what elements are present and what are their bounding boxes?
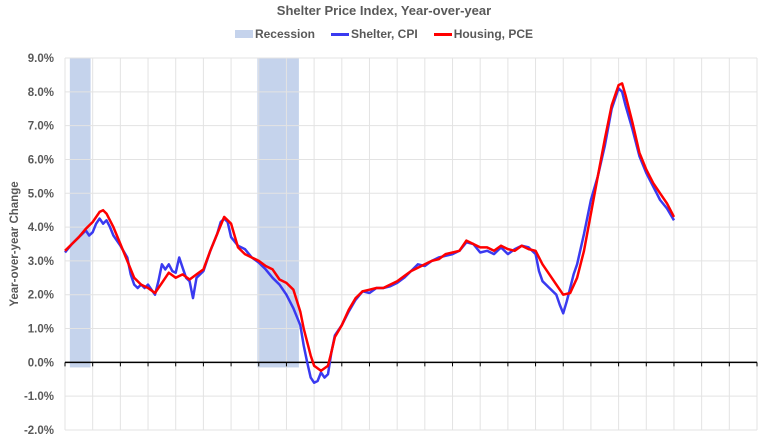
y-tick-label: 6.0% xyxy=(28,154,54,166)
y-tick-label: 7.0% xyxy=(28,121,54,133)
recession-bands xyxy=(69,58,299,368)
y-tick-label: 5.0% xyxy=(28,188,54,200)
legend-item-recession: Recession xyxy=(234,27,315,41)
y-tick-label: 2.0% xyxy=(28,290,54,302)
series-lines xyxy=(64,82,676,384)
shelter-cpi-swatch xyxy=(330,32,349,36)
vertical-gridlines xyxy=(64,58,758,430)
y-tick-label: 1.0% xyxy=(28,324,54,336)
housing-pce-line xyxy=(64,82,676,373)
x-axis xyxy=(64,361,758,367)
legend-label: Shelter, CPI xyxy=(350,27,418,41)
y-tick-label: -2.0% xyxy=(24,425,54,434)
legend-label: Recession xyxy=(254,27,315,41)
legend-item-housing-pce: Housing, PCE xyxy=(433,27,534,41)
legend-item-shelter-cpi: Shelter, CPI xyxy=(330,27,418,41)
chart-title: Shelter Price Index, Year-over-year xyxy=(276,3,492,18)
legend: Recession Shelter, CPI Housing, PCE xyxy=(0,27,768,41)
recession-band xyxy=(257,58,299,368)
y-tick-label: 0.0% xyxy=(28,357,54,369)
horizontal-gridlines xyxy=(65,57,757,431)
y-tick-label: 9.0% xyxy=(28,53,54,65)
recession-swatch xyxy=(234,30,253,38)
y-tick-label: 3.0% xyxy=(28,256,54,268)
housing-pce-swatch xyxy=(433,32,452,36)
y-tick-label: 4.0% xyxy=(28,222,54,234)
y-axis-label: Year-over-year Change xyxy=(9,181,21,306)
y-tick-label: 8.0% xyxy=(28,87,54,99)
y-tick-label: -1.0% xyxy=(24,391,54,403)
y-axis-ticks: 9.0% 8.0% 7.0% 6.0% 5.0% 4.0% 3.0% 2.0% 1.0% 0.0%… xyxy=(24,53,54,434)
legend-label: Housing, PCE xyxy=(453,27,534,41)
shelter-cpi-line xyxy=(64,87,676,384)
recession-band xyxy=(69,58,91,368)
